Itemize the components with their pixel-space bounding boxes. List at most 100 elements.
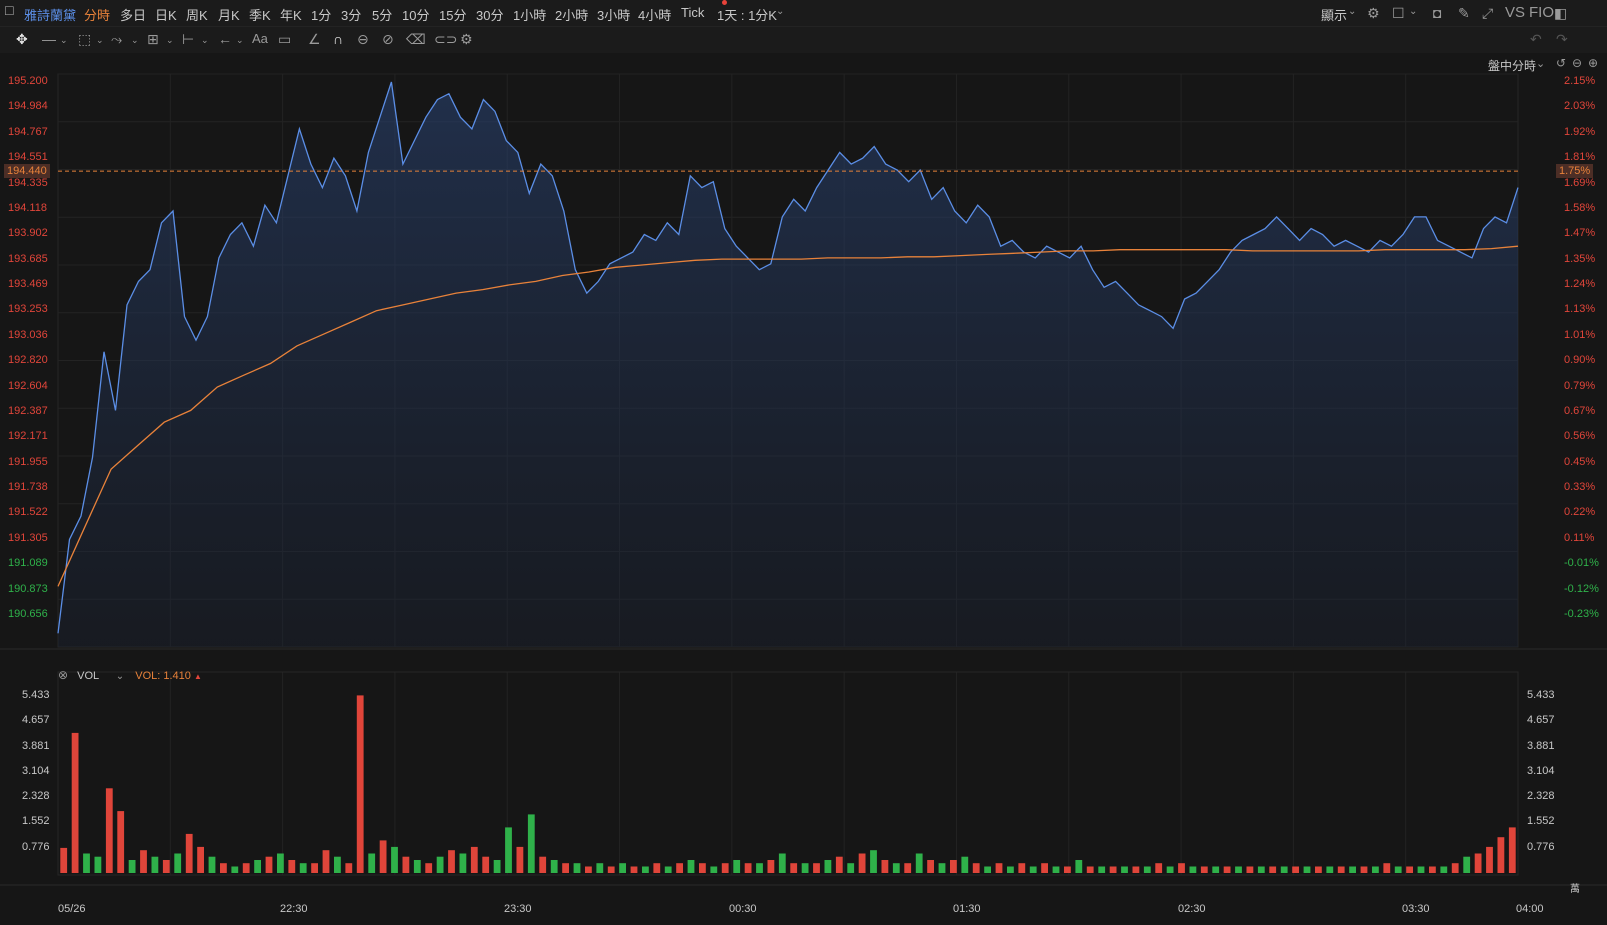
volume-bar [1235,866,1242,873]
window-icon[interactable]: ☐ [4,4,15,18]
chevron-down-icon[interactable]: ⌄ [96,35,104,45]
period-tab[interactable]: 5分 [372,8,393,23]
period-tab[interactable]: 周K [186,8,208,23]
vs-button[interactable]: VS [1505,4,1526,21]
volume-bar [1098,866,1106,873]
volume-bar [1155,863,1163,873]
line-tool-icon[interactable]: — [42,31,56,47]
chevron-down-icon[interactable]: ⌄ [166,35,174,45]
drawing-toolbar: ✥ — ⌄ ⬚ ⌄ ⤳ ⌄ ⊞ ⌄ ⊢ ⌄ ← ⌄ Aa ▭ ∠ ∩ ⊖ ⊘ ⌫… [0,27,1607,53]
trash-icon[interactable]: ⌫ [406,31,426,47]
volume-bar [356,695,364,873]
symbol-name[interactable]: 雅詩蘭黛 [24,8,77,23]
volume-bar [1178,863,1185,873]
volume-legend: ⊗ VOL ⌄ VOL: 1.410 ▲ [58,668,202,682]
volume-bar [1349,866,1356,873]
comment-icon[interactable]: ▭ [278,31,292,47]
time-tick-label: 00:30 [729,903,757,915]
period-tab[interactable]: 多日 [120,8,147,23]
period-tab[interactable]: 1小時 [513,8,547,23]
price-tick-label: 191.522 [8,506,48,519]
volume-bar [1451,863,1459,873]
percent-tick-label: 0.11% [1564,531,1595,544]
volume-bar [1257,866,1265,873]
volume-bar [1189,866,1197,873]
zoom-in-icon[interactable]: ⊕ [1588,56,1599,70]
hide-icon[interactable]: ⊘ [382,31,394,47]
reset-icon[interactable]: ↺ [1556,56,1567,70]
chevron-down-icon[interactable]: ⌄ [131,35,139,45]
volume-bar [162,860,170,873]
percent-tick-label: 0.33% [1564,481,1596,494]
chevron-down-icon[interactable]: ⌄ [1536,58,1546,70]
chevron-down-icon[interactable]: ⌄ [1348,6,1357,17]
price-tick-label: 194.335 [8,176,48,189]
redo-icon[interactable]: ↷ [1556,31,1568,47]
period-tab[interactable]: 1分 [311,8,332,23]
percent-tick-label: 1.35% [1564,252,1596,265]
price-tick-label: 194.118 [8,201,47,214]
chevron-down-icon[interactable]: ⌄ [60,35,68,45]
zoom-out-icon[interactable]: ⊖ [1572,56,1583,70]
period-tab[interactable]: 4小時 [638,8,672,23]
interval-dropdown[interactable]: 1天 : 1分K [717,8,777,23]
measure-tool-icon[interactable]: ⊢ [182,31,195,47]
period-tab[interactable]: 15分 [439,8,467,23]
period-tab[interactable]: 分時 [84,8,111,23]
price-tick-label: 191.738 [8,481,48,494]
period-tab[interactable]: Tick [681,5,705,20]
chevron-down-icon[interactable]: ⌄ [115,671,125,682]
link-icon[interactable]: ⊂⊃ [434,31,458,47]
lock-icon[interactable]: ⊖ [357,31,369,47]
volume-bar [1223,866,1231,873]
chevron-down-icon[interactable]: ⌄ [1409,6,1418,17]
volume-tick-label: 4.657 [1527,714,1555,727]
time-tick-label: 03:30 [1402,903,1430,915]
shape-tool-icon[interactable]: ⬚ [78,31,92,47]
percent-tick-label: 1.24% [1564,278,1596,291]
pattern-tool-icon[interactable]: ⊞ [147,31,159,47]
volume-bar [402,856,410,873]
period-tab[interactable]: 月K [218,8,240,23]
period-tab[interactable]: 30分 [476,8,504,23]
gear-icon[interactable]: ⚙ [1367,5,1380,21]
period-tab[interactable]: 10分 [402,8,430,23]
volume-bar [1075,860,1083,873]
volume-tick-label: 3.104 [1527,764,1555,777]
period-tab[interactable]: 3分 [341,8,362,23]
triangle-up-icon: ▲ [193,672,202,681]
pencil-icon[interactable]: ∠ [308,31,321,47]
settings-icon[interactable]: ⚙ [460,31,473,47]
volume-bar [1337,866,1345,873]
period-tab[interactable]: 2小時 [555,8,589,23]
chevron-down-icon[interactable]: ⌄ [201,35,209,45]
magnet-icon[interactable]: ∩ [333,31,344,47]
undo-icon[interactable]: ↶ [1530,31,1542,47]
volume-bar [573,863,581,873]
period-tab[interactable]: 3小時 [597,8,631,23]
layout-icon[interactable]: ☐ [1392,5,1405,21]
percent-tick-label: 0.79% [1564,379,1596,392]
percent-tick-label: 1.69% [1564,176,1596,189]
text-tool-icon[interactable]: Aa [252,31,268,46]
volume-indicator-name[interactable]: VOL [77,670,99,682]
period-tab[interactable]: 季K [249,8,271,23]
path-tool-icon[interactable]: ⤳ [111,31,123,47]
display-dropdown[interactable]: 顯示 [1321,8,1348,23]
period-tab[interactable]: 日K [155,8,177,23]
chevron-down-icon[interactable]: ⌄ [776,6,785,17]
chart-mode-dropdown[interactable]: 盤中分時 [1488,59,1537,73]
panel-icon[interactable]: ◧ [1554,5,1568,21]
camera-icon[interactable]: ◘ [1433,5,1442,21]
pen-icon[interactable]: ✎ [1458,5,1470,21]
move-icon[interactable]: ✥ [16,31,28,47]
volume-frame [57,671,1519,876]
close-icon[interactable]: ⊗ [58,668,69,682]
price-tick-label: 191.955 [8,455,48,468]
fullscreen-icon[interactable]: ⤢ [1482,5,1494,21]
period-tab[interactable]: 年K [280,8,302,23]
chevron-down-icon[interactable]: ⌄ [236,35,244,45]
arrow-tool-icon[interactable]: ← [218,31,232,47]
fio-button[interactable]: FIO [1529,4,1554,21]
